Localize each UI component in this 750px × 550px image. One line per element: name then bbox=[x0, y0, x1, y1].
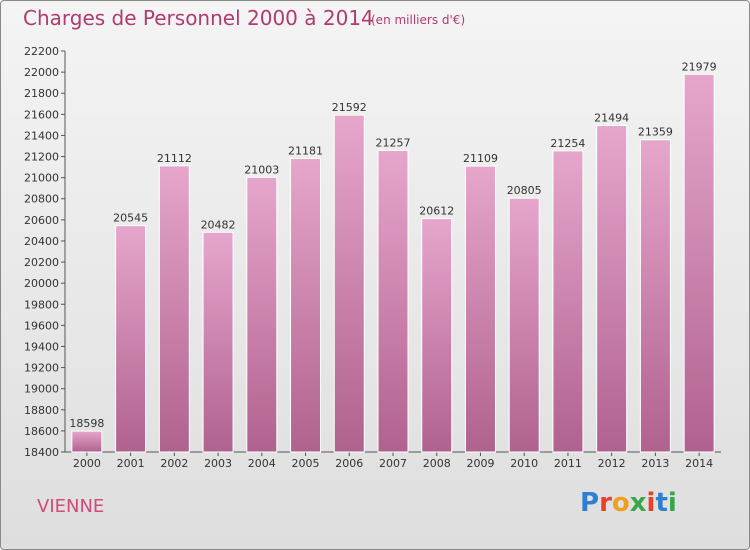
bar bbox=[552, 150, 584, 453]
x-tick-label: 2003 bbox=[204, 457, 232, 470]
bar bbox=[290, 158, 322, 453]
bar bbox=[639, 139, 671, 453]
x-tick-label: 2000 bbox=[73, 457, 101, 470]
chart-axes: 18400 18600 18800 19000 19200 19400 19600 19800… bbox=[24, 45, 721, 459]
data-label: 20482 bbox=[201, 218, 236, 231]
bar bbox=[421, 218, 453, 453]
logo-letter: x bbox=[629, 488, 647, 518]
data-label: 21112 bbox=[157, 152, 192, 165]
y-tick-label: 21800 bbox=[24, 87, 59, 100]
chart-title: Charges de Personnel 2000 à 2014 bbox=[23, 6, 374, 30]
data-label: 21003 bbox=[244, 163, 279, 176]
y-tick-label: 19800 bbox=[24, 298, 59, 311]
y-tick-label: 21200 bbox=[24, 151, 59, 164]
y-tick-label: 21000 bbox=[24, 172, 59, 185]
chart-labels: 2000 18598 2001 20545 2002 21112 2003 20482 2004… bbox=[69, 60, 716, 470]
y-tick-label: 21400 bbox=[24, 129, 59, 142]
bar bbox=[158, 165, 190, 453]
logo-letter: o bbox=[611, 488, 630, 518]
y-tick-label: 20800 bbox=[24, 193, 59, 206]
y-tick-label: 19600 bbox=[24, 319, 59, 332]
logo-letter: t bbox=[655, 488, 668, 518]
bar bbox=[596, 125, 628, 453]
data-label: 20612 bbox=[419, 205, 454, 218]
y-tick-label: 18800 bbox=[24, 404, 59, 417]
bar bbox=[508, 197, 540, 453]
x-tick-label: 2008 bbox=[423, 457, 451, 470]
y-tick-label: 21600 bbox=[24, 108, 59, 121]
logo-letter: i bbox=[667, 488, 677, 518]
data-label: 21257 bbox=[376, 137, 411, 150]
data-label: 21494 bbox=[594, 112, 629, 125]
y-tick-label: 18600 bbox=[24, 425, 59, 438]
x-tick-label: 2005 bbox=[292, 457, 320, 470]
x-tick-label: 2014 bbox=[685, 457, 713, 470]
x-tick-label: 2013 bbox=[641, 457, 669, 470]
bar bbox=[202, 231, 234, 453]
x-tick-label: 2002 bbox=[160, 457, 188, 470]
x-tick-label: 2001 bbox=[117, 457, 145, 470]
data-label: 21181 bbox=[288, 145, 323, 158]
bar bbox=[683, 73, 715, 453]
x-tick-label: 2007 bbox=[379, 457, 407, 470]
data-label: 20545 bbox=[113, 212, 148, 225]
logo-letter: i bbox=[646, 488, 656, 518]
data-label: 20805 bbox=[507, 184, 542, 197]
x-tick-label: 2012 bbox=[598, 457, 626, 470]
y-tick-label: 19400 bbox=[24, 340, 59, 353]
location-label: VIENNE bbox=[37, 496, 105, 517]
y-tick-label: 22000 bbox=[24, 66, 59, 79]
y-tick-label: 18400 bbox=[24, 446, 59, 459]
data-label: 21254 bbox=[550, 137, 585, 150]
proxiti-logo: Proxiti bbox=[580, 488, 677, 518]
x-tick-label: 2004 bbox=[248, 457, 276, 470]
y-tick-label: 19000 bbox=[24, 383, 59, 396]
y-tick-label: 19200 bbox=[24, 362, 59, 375]
bar bbox=[115, 225, 147, 453]
data-label: 21979 bbox=[682, 60, 717, 73]
bar bbox=[333, 114, 365, 453]
data-label: 21109 bbox=[463, 152, 498, 165]
bar bbox=[71, 430, 103, 453]
x-tick-label: 2011 bbox=[554, 457, 582, 470]
y-tick-label: 22200 bbox=[24, 45, 59, 58]
bar bbox=[464, 165, 496, 453]
data-label: 21359 bbox=[638, 126, 673, 139]
data-label: 21592 bbox=[332, 101, 367, 114]
y-tick-label: 20400 bbox=[24, 235, 59, 248]
x-tick-label: 2006 bbox=[335, 457, 363, 470]
logo-letter: P bbox=[580, 488, 600, 518]
bar bbox=[246, 176, 278, 453]
x-tick-label: 2010 bbox=[510, 457, 538, 470]
logo-letter: r bbox=[599, 488, 612, 518]
bar bbox=[377, 150, 409, 453]
x-tick-label: 2009 bbox=[466, 457, 494, 470]
y-tick-label: 20000 bbox=[24, 277, 59, 290]
chart-bars bbox=[71, 73, 715, 453]
y-tick-label: 20600 bbox=[24, 214, 59, 227]
y-tick-label: 20200 bbox=[24, 256, 59, 269]
data-label: 18598 bbox=[69, 417, 104, 430]
chart-subtitle: (en milliers d'€) bbox=[371, 13, 466, 27]
